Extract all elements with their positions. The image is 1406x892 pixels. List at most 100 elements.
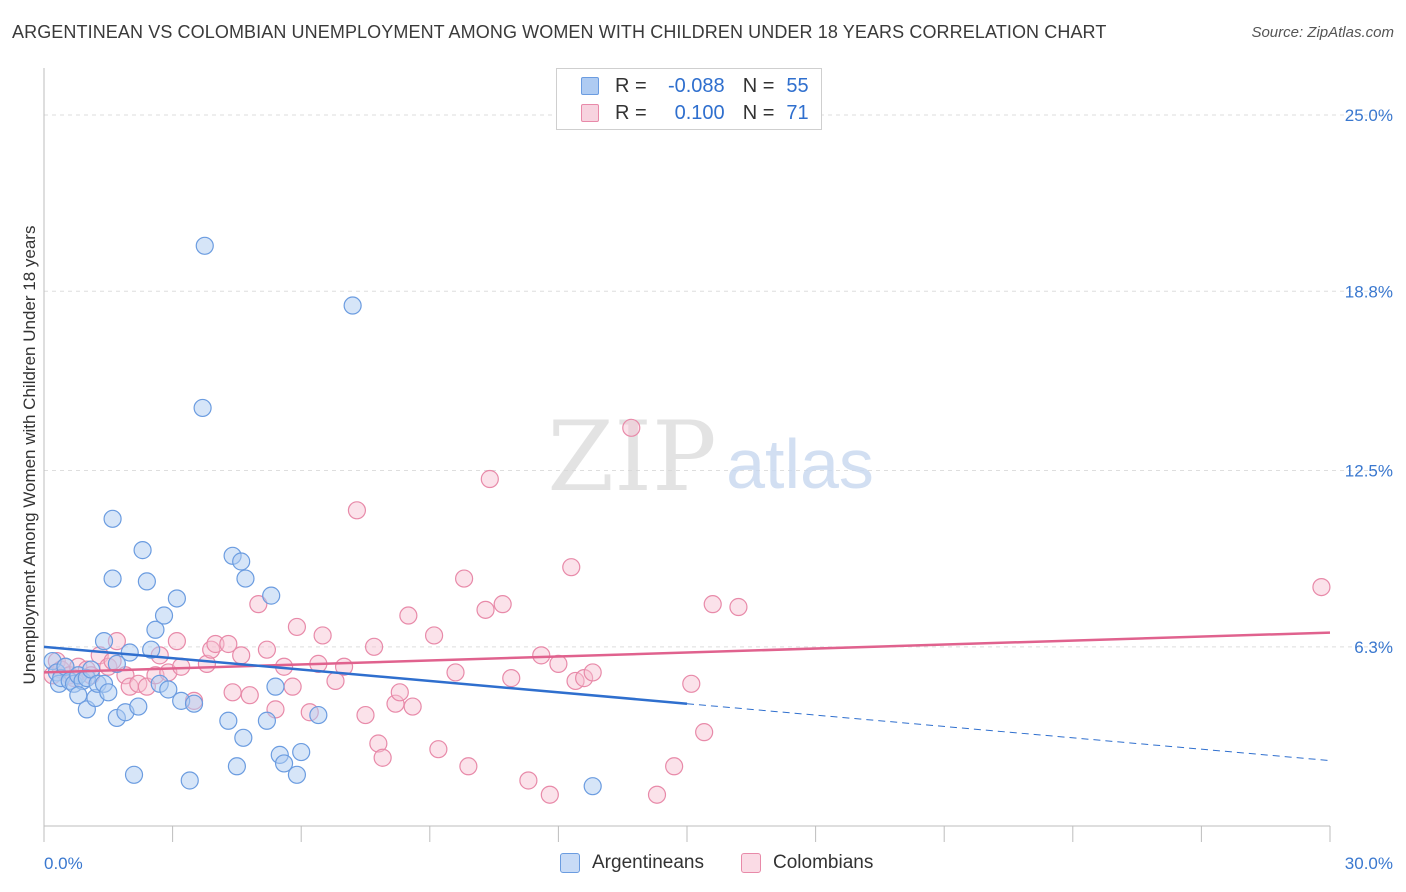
argentineans-point (343, 296, 362, 315)
colombians-point (313, 626, 332, 645)
series-legend: Argentineans Colombians (0, 852, 1406, 876)
argentineans-point (142, 640, 161, 659)
argentineans-point (180, 771, 199, 790)
colombians-point (399, 606, 418, 625)
colombians-point (287, 617, 307, 637)
y-tick-label: 6.3% (1354, 638, 1393, 657)
argentineans-point (94, 632, 114, 651)
source-credit: Source: ZipAtlas.com (1251, 24, 1394, 41)
legend-item-argentineans[interactable]: Argentineans (560, 852, 704, 874)
colombians-point (446, 663, 465, 682)
argentineans-point (287, 765, 307, 784)
colombians-point (206, 634, 225, 654)
colombians-point (424, 626, 444, 645)
stats-row-colombians: R = 0.100 N = 71 (581, 100, 809, 126)
r-value: -0.088 (667, 74, 725, 97)
colombians-point (665, 757, 684, 776)
argentineans-point (99, 683, 118, 702)
swatch-colombians (581, 104, 599, 122)
y-tick-label: 18.8% (1345, 282, 1393, 301)
argentineans-point (184, 694, 204, 713)
colombians-point (283, 677, 302, 696)
colombians-point (502, 669, 521, 688)
n-label: N = (742, 101, 775, 124)
colombians-point (1312, 577, 1331, 597)
colombians-point (695, 723, 714, 742)
argentineans-point (103, 509, 122, 528)
r-value: 0.100 (674, 101, 725, 124)
argentineans-point (154, 606, 174, 625)
argentineans-point (120, 643, 139, 662)
argentineans-point (292, 742, 311, 762)
argentineans-point (69, 686, 88, 705)
colombians-point (682, 674, 701, 693)
argentineans-point (234, 728, 253, 747)
colombians-point (403, 697, 422, 716)
watermark-zip: ZIP (547, 401, 716, 513)
argentineans-point (146, 620, 165, 639)
colombians-point (386, 694, 405, 713)
argentineans-point (227, 757, 246, 776)
legend-swatch-colombians (741, 853, 761, 873)
axes (43, 68, 1331, 842)
legend-label-colombians: Colombians (773, 852, 874, 873)
stats-row-argentineans: R = -0.088 N = 55 (581, 73, 809, 99)
argentineans-point (159, 680, 178, 699)
colombians-point (480, 469, 499, 489)
legend-item-colombians[interactable]: Colombians (741, 852, 873, 874)
colombians-point (583, 663, 602, 682)
colombians-point (249, 595, 268, 614)
argentineans-point (107, 654, 126, 673)
colombians-point (364, 637, 384, 656)
r-label: R = (615, 101, 647, 124)
colombians-point (532, 646, 551, 665)
colombians-point (172, 657, 191, 676)
argentineans-point (583, 777, 602, 796)
colombians-point (257, 640, 277, 659)
n-value: 71 (786, 101, 809, 124)
colombians-point (219, 634, 238, 654)
swatch-argentineans (581, 77, 599, 95)
argentineans-point (137, 572, 156, 591)
colombians-point (622, 418, 641, 437)
tick-labels: 6.3% 12.5% 18.8% 25.0% 0.0% 30.0% (44, 106, 1393, 873)
legend-swatch-argentineans (560, 853, 580, 873)
y-tick-label: 12.5% (1345, 461, 1393, 480)
n-value: 55 (786, 74, 809, 97)
colombians-point (232, 646, 251, 665)
colombians-point (369, 734, 388, 753)
argentineans-point (193, 398, 212, 418)
colombians-point (390, 683, 409, 702)
legend-label-argentineans: Argentineans (592, 852, 704, 873)
stats-legend: R = -0.088 N = 55 R = 0.100 N = 71 (556, 68, 822, 130)
y-tick-label: 25.0% (1345, 106, 1393, 125)
colombians-point (703, 595, 722, 614)
argentineans-point (257, 711, 277, 730)
colombians-point (167, 632, 186, 651)
argentineans-point (262, 586, 281, 605)
x-tick-label: 0.0% (44, 854, 83, 873)
trend-lines (43, 631, 1331, 762)
argentineans-point (133, 541, 152, 560)
chart-title: ARGENTINEAN VS COLOMBIAN UNEMPLOYMENT AM… (12, 22, 1107, 42)
colombians-point (493, 595, 512, 614)
colombians-point (729, 597, 748, 617)
argentineans-point (219, 711, 238, 730)
colombians-point (540, 785, 559, 804)
argentineans-trend-extension (686, 703, 1331, 762)
colombians-point (347, 501, 367, 520)
colombians-point (476, 600, 495, 619)
colombians-point (240, 686, 259, 705)
argentineans-point (266, 677, 285, 696)
colombians-point (519, 771, 538, 790)
argentineans-point (103, 569, 122, 588)
colombians-point (459, 757, 478, 776)
series-argentineans (43, 236, 602, 796)
n-label: N = (742, 74, 775, 97)
colombians-point (549, 654, 568, 673)
argentineans-point (236, 569, 255, 588)
argentineans-point (232, 552, 251, 571)
colombians-point (562, 558, 581, 577)
colombians-point (223, 683, 242, 702)
